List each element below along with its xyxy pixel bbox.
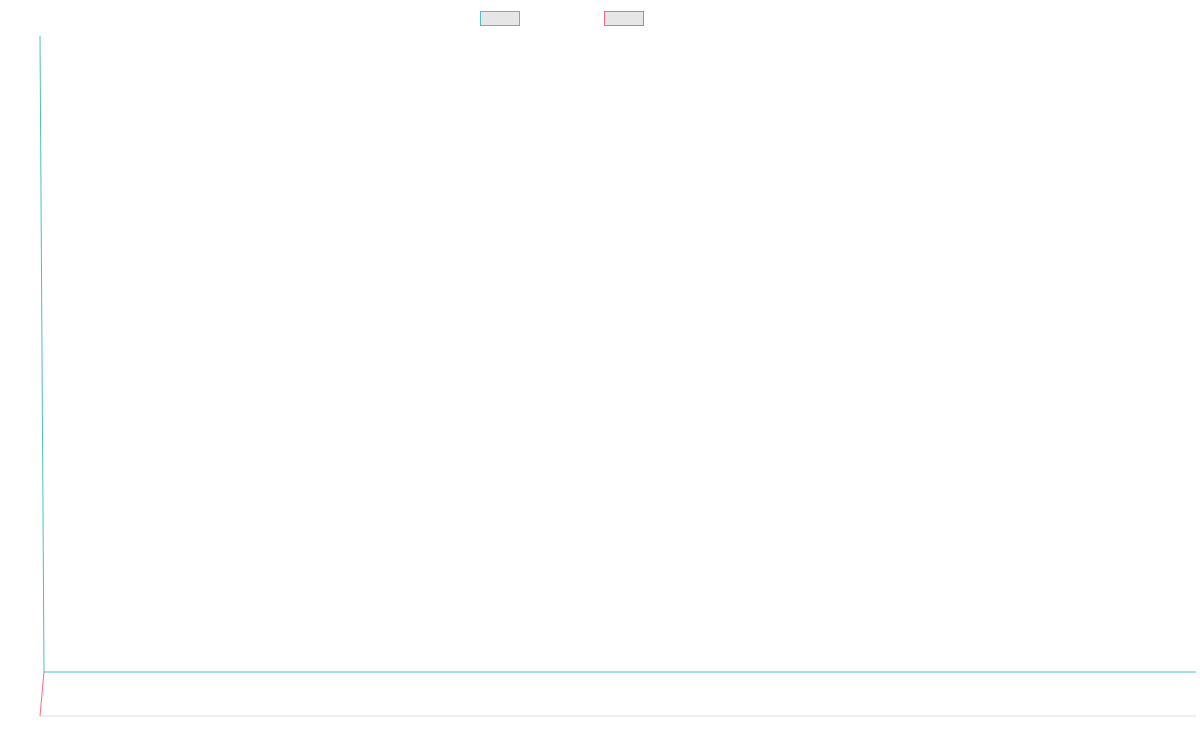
series-2-line bbox=[39, 671, 45, 717]
legend bbox=[0, 9, 1200, 27]
legend-swatch-series-1 bbox=[480, 10, 520, 26]
series-1-line bbox=[39, 35, 1196, 673]
legend-item-series-2[interactable] bbox=[604, 9, 650, 27]
legend-swatch-series-2 bbox=[604, 10, 644, 26]
legend-item-series-1[interactable] bbox=[480, 9, 526, 27]
